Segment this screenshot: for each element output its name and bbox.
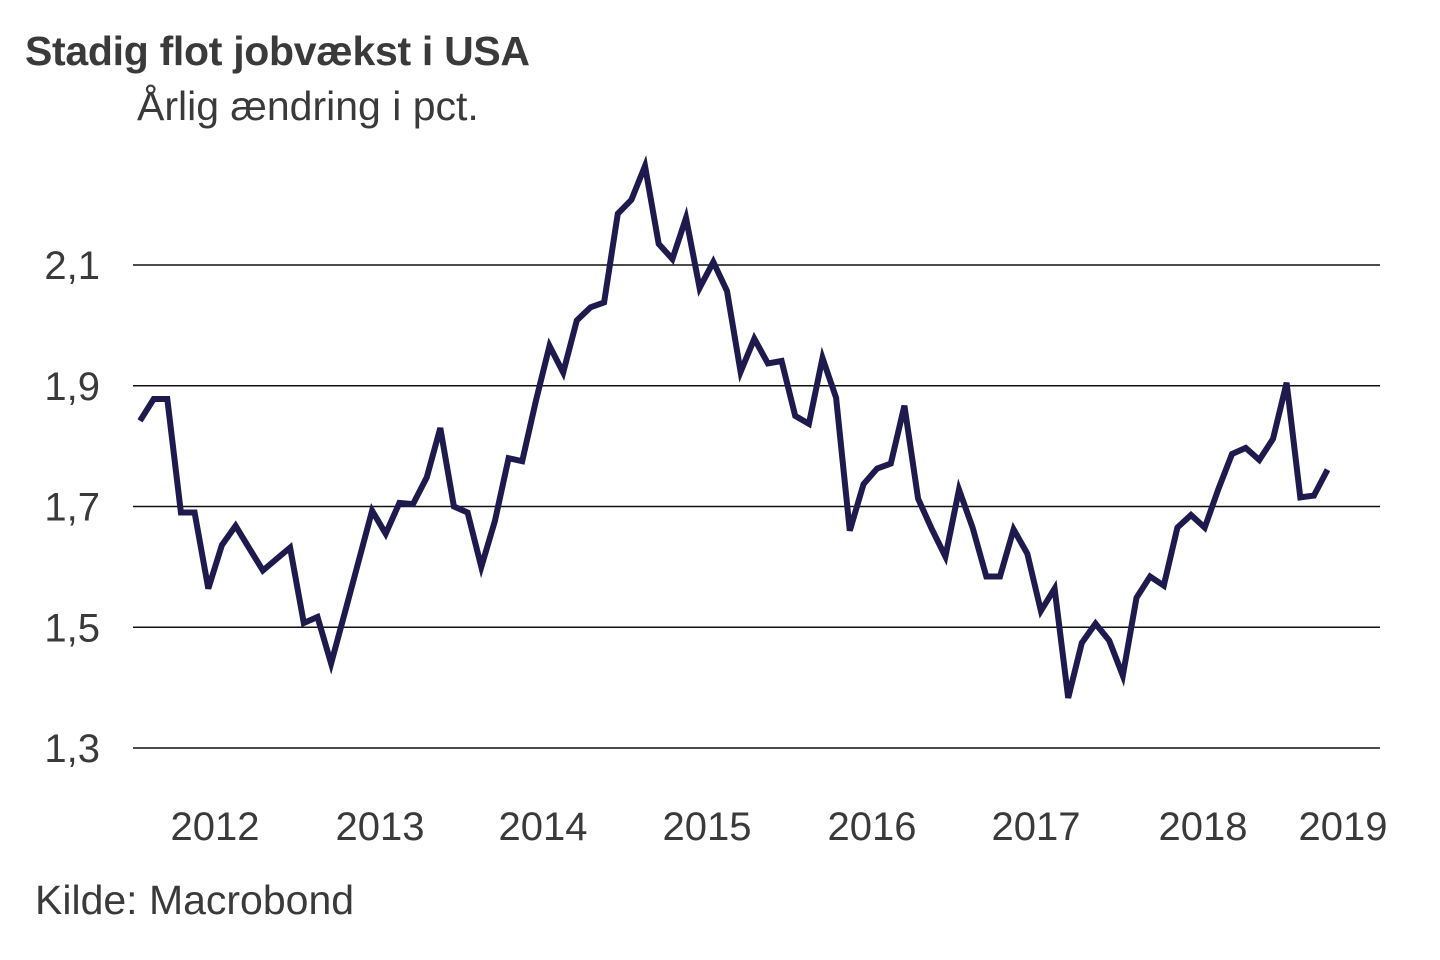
- x-tick-label: 2019: [1299, 805, 1388, 849]
- chart-subtitle: Årlig ændring i pct.: [137, 83, 479, 129]
- series-line: [137, 155, 1331, 699]
- y-tick-label: 1,7: [44, 486, 100, 530]
- y-axis-ticks: 2,1 1,9 1,7 1,5 1,3: [44, 244, 100, 771]
- y-tick-label: 1,3: [44, 727, 100, 771]
- chart-title: Stadig flot jobvækst i USA: [25, 28, 530, 74]
- series-group: [137, 155, 1331, 699]
- y-tick-label: 2,1: [44, 244, 100, 288]
- y-tick-label: 1,5: [44, 606, 100, 650]
- source-note: Kilde: Macrobond: [35, 877, 355, 923]
- x-tick-label: 2012: [171, 805, 260, 849]
- x-tick-label: 2017: [992, 805, 1081, 849]
- y-tick-label: 1,9: [44, 365, 100, 409]
- x-axis-ticks: 2012 2013 2014 2015 2016 2017 2018 2019: [171, 805, 1388, 849]
- x-tick-label: 2013: [336, 805, 425, 849]
- x-tick-label: 2018: [1159, 805, 1248, 849]
- x-tick-label: 2016: [828, 805, 917, 849]
- x-tick-label: 2015: [663, 805, 752, 849]
- x-tick-label: 2014: [499, 805, 588, 849]
